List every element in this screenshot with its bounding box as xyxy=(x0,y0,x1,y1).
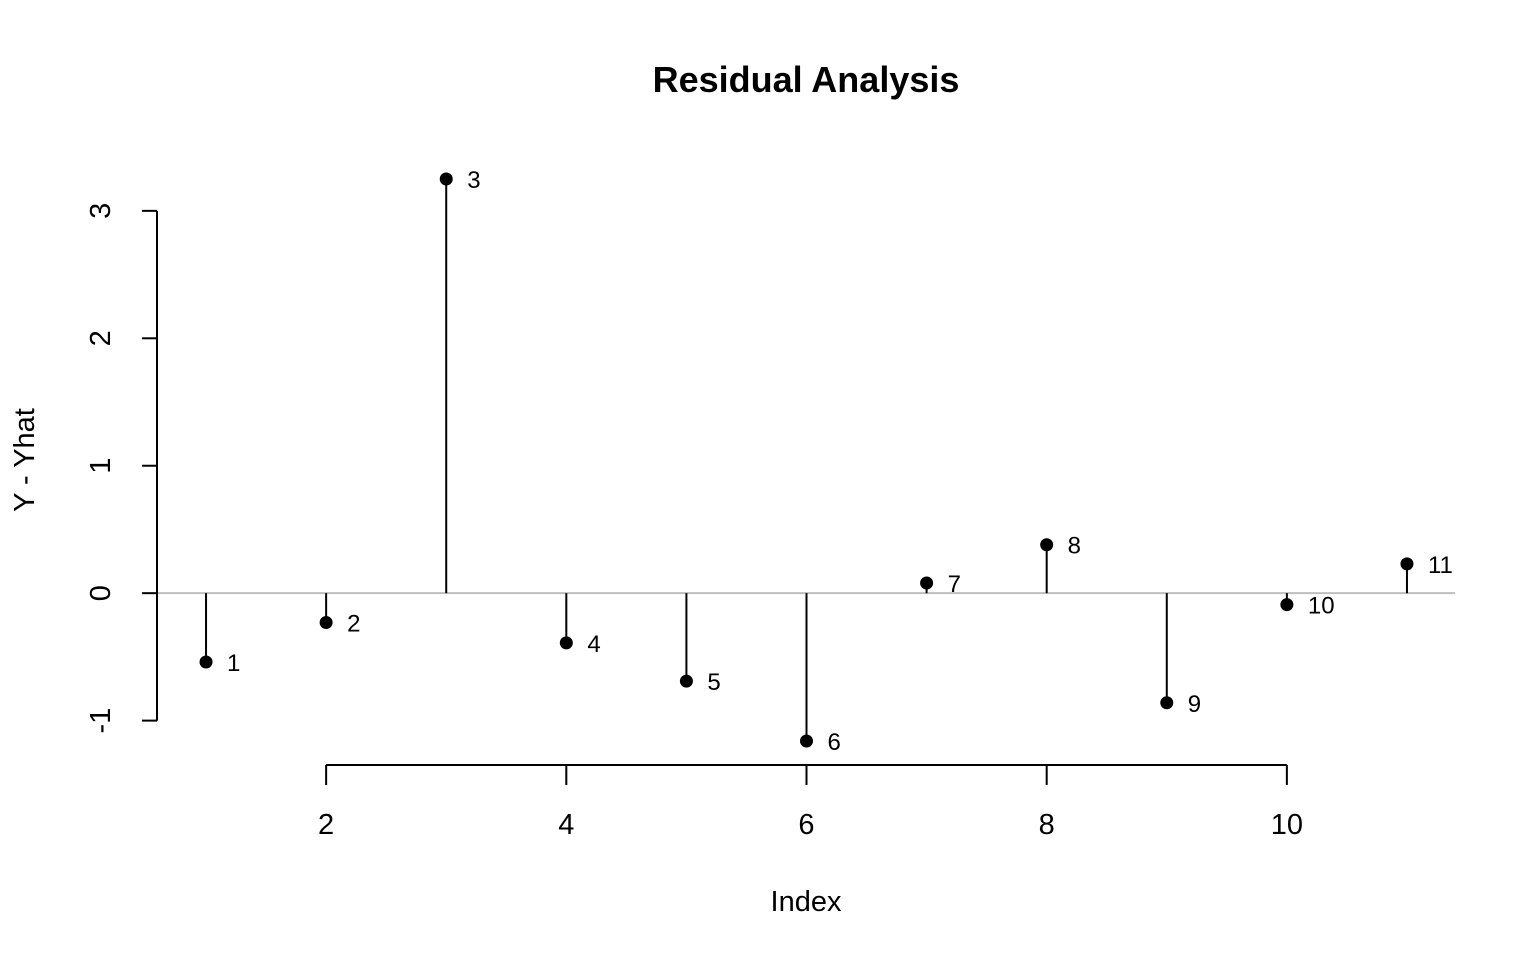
point-label: 7 xyxy=(948,571,961,598)
y-axis-label: Y - Yhat xyxy=(9,408,41,512)
chart-title: Residual Analysis xyxy=(653,59,960,100)
point-label: 2 xyxy=(347,610,360,637)
point-label: 10 xyxy=(1308,593,1335,620)
y-tick-label: 3 xyxy=(85,203,117,219)
point-label: 1 xyxy=(227,650,240,677)
x-tick-label: 2 xyxy=(318,809,334,841)
x-tick-label: 6 xyxy=(798,809,814,841)
y-tick-label: 1 xyxy=(85,458,117,474)
y-tick-label: 2 xyxy=(85,330,117,346)
residual-point xyxy=(1040,538,1054,552)
residual-point xyxy=(679,674,693,688)
residual-point xyxy=(559,636,573,650)
y-tick-label: 0 xyxy=(85,585,117,601)
point-label: 3 xyxy=(467,167,480,194)
residual-point xyxy=(439,172,453,186)
residual-point xyxy=(319,615,333,629)
residual-point xyxy=(1280,598,1294,612)
point-label: 9 xyxy=(1188,691,1201,718)
residual-point xyxy=(199,655,213,669)
x-tick-label: 8 xyxy=(1039,809,1055,841)
residual-point xyxy=(920,576,934,590)
x-tick-label: 4 xyxy=(558,809,574,841)
point-label: 5 xyxy=(707,669,720,696)
point-label: 6 xyxy=(828,729,841,756)
point-label: 8 xyxy=(1068,533,1081,560)
residual-point xyxy=(1160,696,1174,710)
residual-point xyxy=(1400,557,1414,571)
x-tick-label: 10 xyxy=(1271,809,1303,841)
x-axis-label: Index xyxy=(771,886,842,918)
y-tick-label: -1 xyxy=(85,708,117,734)
point-label: 11 xyxy=(1428,552,1453,579)
point-label: 4 xyxy=(587,631,600,658)
residual-point xyxy=(800,734,813,748)
